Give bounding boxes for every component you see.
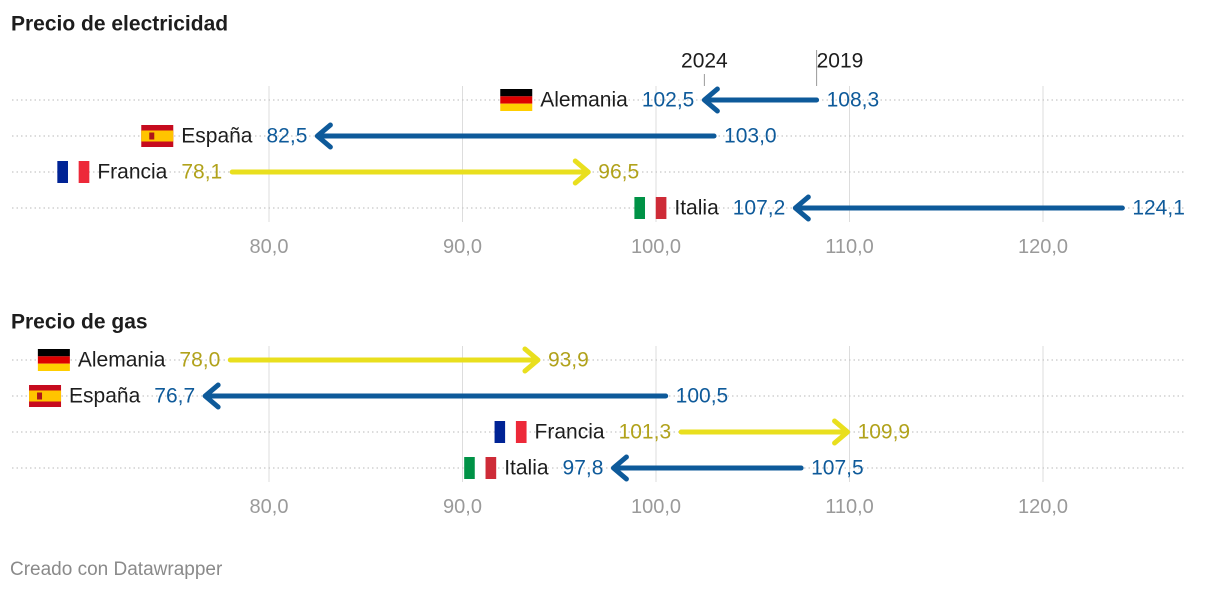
- start-value-label: 78,0: [179, 349, 220, 372]
- france-flag: [494, 421, 527, 443]
- flag-stripe: [494, 421, 506, 443]
- flag-stripe: [500, 96, 533, 104]
- flag-stripe: [485, 457, 497, 479]
- country-label: Italia: [674, 197, 719, 220]
- arrow-head: [314, 122, 333, 150]
- x-tick-label: 110,0: [825, 236, 874, 258]
- x-tick-label: 100,0: [631, 236, 681, 258]
- x-tick-label: 90,0: [443, 236, 482, 258]
- year-label-2019: 2019: [817, 50, 864, 73]
- start-value-label: 124,1: [1132, 197, 1185, 220]
- end-value-label: 76,7: [154, 385, 195, 408]
- flag-emblem: [37, 392, 43, 400]
- arrow-head: [572, 158, 591, 186]
- end-value-label: 109,9: [858, 421, 911, 444]
- start-value-label: 101,3: [619, 421, 672, 444]
- x-tick-label: 100,0: [631, 496, 681, 518]
- year-label-2024: 2024: [681, 50, 728, 73]
- country-label: Alemania: [78, 349, 166, 372]
- flag-stripe: [634, 197, 646, 219]
- germany-flag: [500, 89, 533, 111]
- country-label: Francia: [535, 421, 605, 444]
- country-label: Francia: [97, 161, 167, 184]
- flag-stripe: [37, 356, 70, 364]
- end-value-label: 97,8: [563, 457, 604, 480]
- arrow-head: [202, 382, 221, 410]
- start-value-label: 78,1: [181, 161, 222, 184]
- flag-stripe: [37, 349, 70, 357]
- x-tick-label: 110,0: [825, 496, 874, 518]
- flag-stripe: [57, 161, 68, 183]
- flag-stripe: [37, 363, 70, 371]
- flag-stripe: [78, 161, 90, 183]
- spain-flag: [141, 125, 174, 147]
- flag-stripe: [29, 390, 62, 402]
- country-label: España: [69, 385, 141, 408]
- start-value-label: 107,5: [811, 457, 864, 480]
- start-value-label: 108,3: [827, 89, 880, 112]
- country-label: Alemania: [540, 89, 628, 112]
- flag-stripe: [141, 130, 174, 142]
- country-label: España: [181, 125, 253, 148]
- italy-flag: [464, 457, 497, 479]
- flag-stripe: [655, 197, 667, 219]
- italy-flag: [634, 197, 667, 219]
- chart-title: Precio de electricidad: [11, 13, 228, 36]
- x-tick-label: 80,0: [250, 236, 289, 258]
- end-value-label: 82,5: [267, 125, 308, 148]
- flag-stripe: [505, 421, 516, 443]
- start-value-label: 103,0: [724, 125, 777, 148]
- arrow-head: [792, 194, 811, 222]
- arrow-head: [522, 346, 541, 374]
- spain-flag: [29, 385, 62, 407]
- arrow-head: [610, 454, 629, 482]
- arrow-head: [701, 86, 720, 114]
- end-value-label: 93,9: [548, 349, 589, 372]
- flag-stripe: [500, 89, 533, 97]
- france-flag: [57, 161, 90, 183]
- country-label: Italia: [504, 457, 549, 480]
- end-value-label: 102,5: [642, 89, 695, 112]
- x-tick-label: 80,0: [250, 496, 289, 518]
- flag-stripe: [515, 421, 527, 443]
- end-value-label: 96,5: [598, 161, 639, 184]
- footer-credit: Creado con Datawrapper: [10, 559, 223, 580]
- flag-stripe: [464, 457, 475, 479]
- flag-stripe: [500, 103, 533, 111]
- x-tick-label: 120,0: [1018, 236, 1068, 258]
- flag-stripe: [474, 457, 486, 479]
- flag-stripe: [645, 197, 656, 219]
- start-value-label: 100,5: [676, 385, 729, 408]
- x-tick-label: 120,0: [1018, 496, 1068, 518]
- x-tick-label: 90,0: [443, 496, 482, 518]
- flag-emblem: [149, 132, 155, 140]
- end-value-label: 107,2: [733, 197, 786, 220]
- arrow-head: [832, 418, 851, 446]
- chart-title: Precio de gas: [11, 311, 148, 334]
- germany-flag: [37, 349, 70, 371]
- flag-stripe: [67, 161, 79, 183]
